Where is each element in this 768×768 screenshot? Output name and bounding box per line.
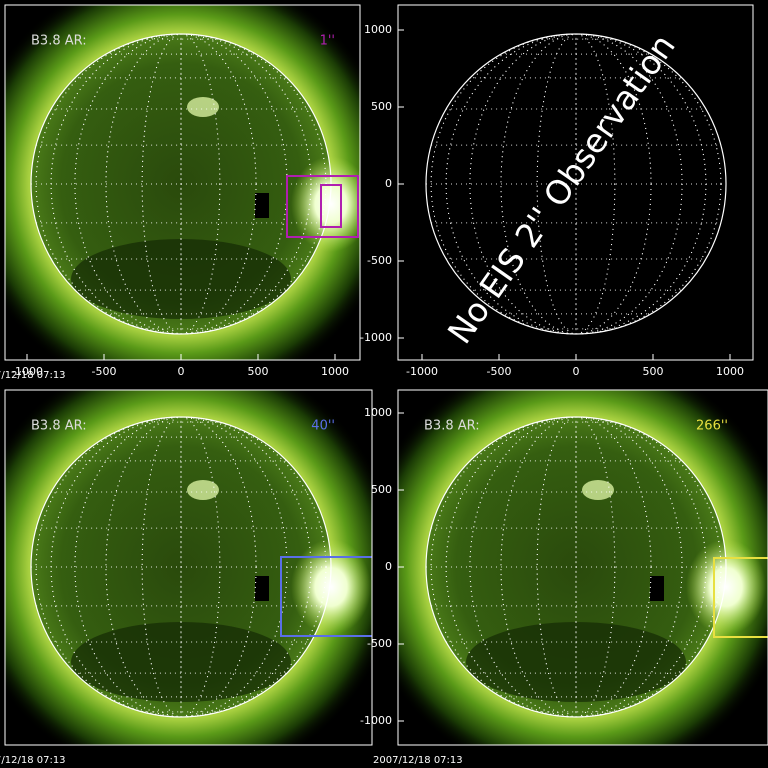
timestamp: 7/12/18 07:13 bbox=[0, 370, 66, 381]
fov-box bbox=[320, 184, 342, 228]
bright-region bbox=[582, 480, 614, 500]
y-tick-label: -1000 bbox=[360, 331, 392, 344]
active-region bbox=[686, 539, 766, 635]
y-tick-label: -500 bbox=[367, 254, 392, 267]
solar-image bbox=[5, 390, 372, 745]
y-tick-label: 500 bbox=[371, 483, 392, 496]
longitude bbox=[74, 416, 288, 718]
y-tick-label: -500 bbox=[367, 637, 392, 650]
fov-box bbox=[280, 556, 372, 637]
ar-label: B3.8 AR: bbox=[424, 419, 480, 434]
longitude bbox=[469, 416, 683, 718]
longitude bbox=[500, 33, 652, 335]
longitude bbox=[141, 416, 221, 718]
panel: B3.8 AR: 266'' 2007/12/18 07:13 1000 500 0 -50… bbox=[360, 389, 768, 766]
bright-region bbox=[187, 480, 219, 500]
exposure: 1'' bbox=[320, 34, 335, 49]
active-region bbox=[291, 539, 371, 635]
exposure: 266'' bbox=[696, 419, 728, 434]
blanked-area bbox=[255, 576, 269, 601]
panel: B3.8 AR: 40'' 7/12/18 07:13 bbox=[0, 389, 373, 766]
x-tick-label: -1000 bbox=[11, 365, 43, 378]
longitude bbox=[35, 416, 327, 718]
longitude bbox=[536, 416, 616, 718]
limb bbox=[30, 416, 332, 718]
frame bbox=[4, 4, 361, 361]
longitude bbox=[141, 33, 221, 335]
x-tick-label: 500 bbox=[248, 365, 269, 378]
fov-box bbox=[713, 557, 768, 638]
y-tick-label: 0 bbox=[385, 177, 392, 190]
blanked-area bbox=[650, 576, 664, 601]
limb bbox=[425, 33, 727, 335]
x-tick-label: -500 bbox=[92, 365, 117, 378]
longitude bbox=[469, 33, 683, 335]
fov-box bbox=[286, 175, 359, 238]
panel: B3.8 AR: 1'' 7/12/18 07:13-1000 -500 0 500 100… bbox=[0, 4, 361, 381]
blanked-area bbox=[255, 193, 269, 218]
x-tick-label: 500 bbox=[643, 365, 664, 378]
solar-image bbox=[398, 390, 768, 745]
frame bbox=[4, 389, 373, 746]
solar-image bbox=[5, 5, 360, 360]
x-tick-label: 0 bbox=[573, 365, 580, 378]
x-tick-label: 0 bbox=[178, 365, 185, 378]
ar-label: B3.8 AR: bbox=[31, 419, 87, 434]
active-region bbox=[291, 156, 360, 252]
note: No EIS 2'' Observation bbox=[440, 27, 683, 351]
y-tick-label: -1000 bbox=[360, 714, 392, 727]
bright-region bbox=[187, 97, 219, 117]
x-tick-label: -500 bbox=[487, 365, 512, 378]
longitude bbox=[105, 416, 257, 718]
y-tick-label: 1000 bbox=[364, 406, 392, 419]
longitude bbox=[500, 416, 652, 718]
y-tick-label: 0 bbox=[385, 560, 392, 573]
x-tick-label: -1000 bbox=[406, 365, 438, 378]
timestamp: 7/12/18 07:13 bbox=[0, 755, 66, 766]
ar-label: B3.8 AR: bbox=[31, 34, 87, 49]
solar-image bbox=[425, 33, 727, 335]
y-tick-label: 500 bbox=[371, 100, 392, 113]
y-tick-label: 1000 bbox=[364, 23, 392, 36]
longitude bbox=[536, 33, 616, 335]
limb bbox=[425, 416, 727, 718]
x-tick-label: 1000 bbox=[321, 365, 349, 378]
exposure: 40'' bbox=[311, 419, 335, 434]
timestamp: 2007/12/18 07:13 bbox=[373, 755, 463, 766]
panel: No EIS 2'' Observation -1000 -500 0 500 1000 1… bbox=[360, 4, 754, 378]
x-tick-label: 1000 bbox=[716, 365, 744, 378]
longitude bbox=[105, 33, 257, 335]
